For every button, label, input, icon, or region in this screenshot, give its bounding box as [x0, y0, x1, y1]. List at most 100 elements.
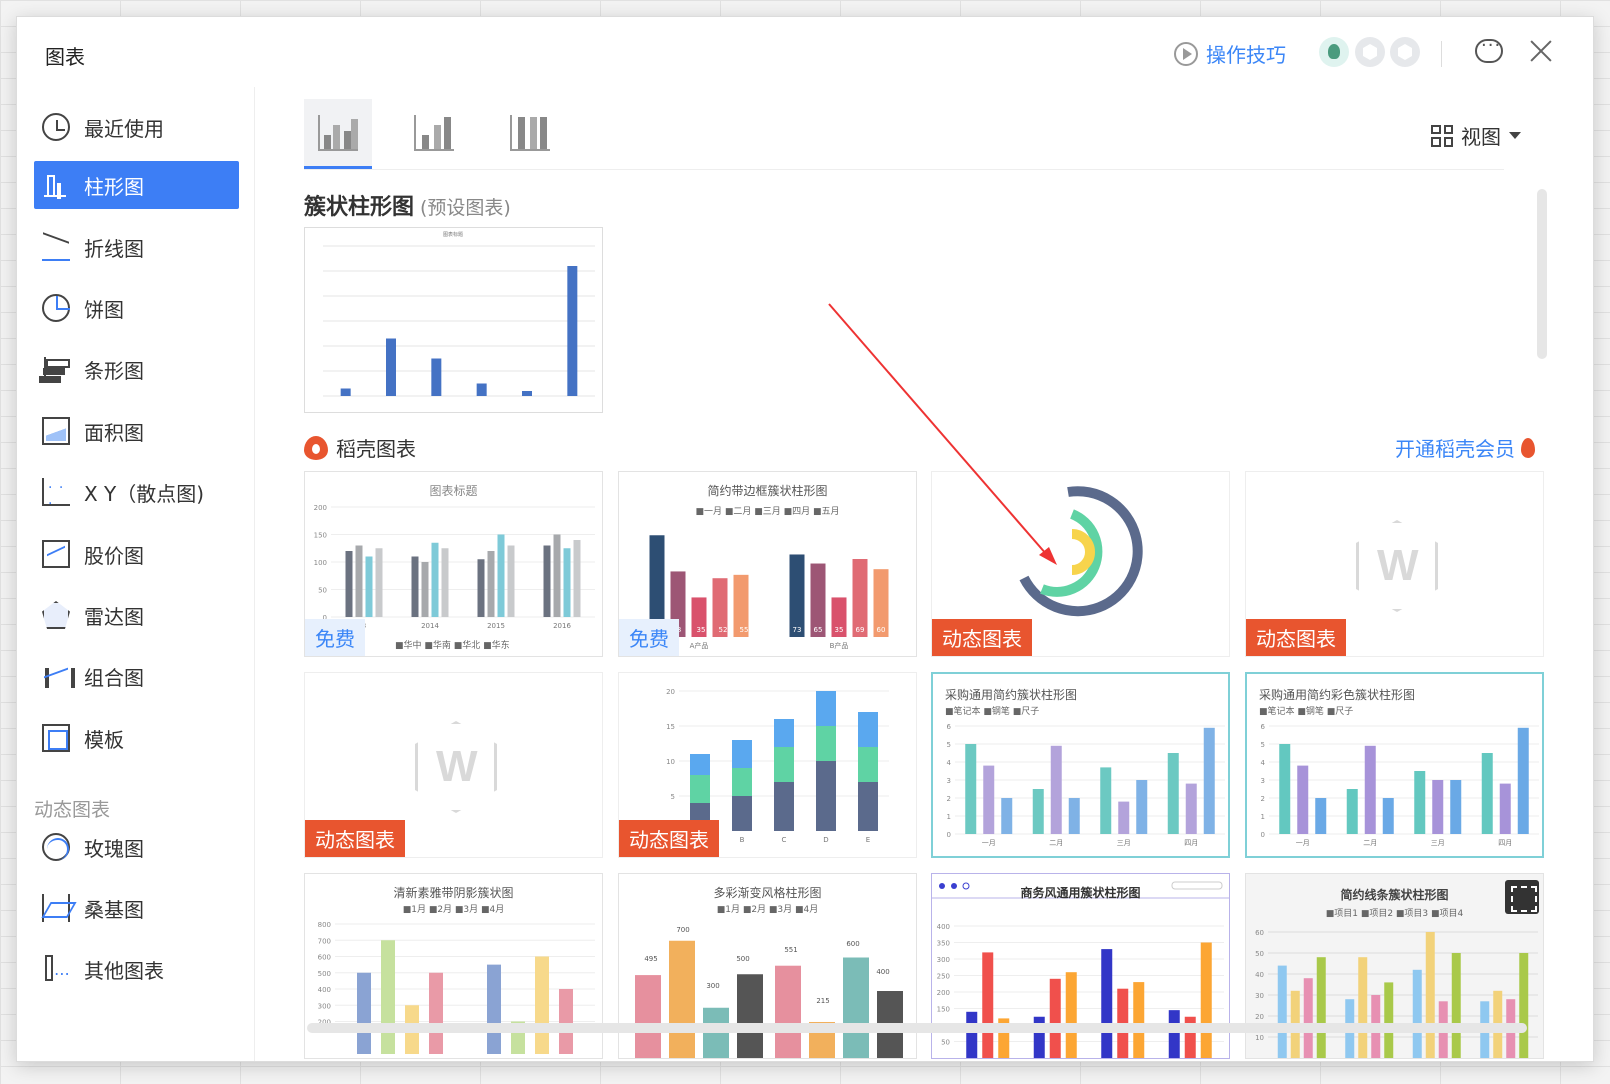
bar — [774, 782, 794, 831]
sidebar-item-rose[interactable]: 玫瑰图 — [34, 823, 239, 871]
y-tick-label: 20 — [666, 688, 675, 696]
preset-title: 簇状柱形图 — [304, 195, 414, 220]
daoke-title-label: 稻壳图表 — [336, 433, 416, 462]
column-chart-icon — [42, 171, 70, 199]
bar — [567, 266, 577, 396]
bar — [1066, 972, 1077, 1058]
sidebar-item-bar[interactable]: 条形图 — [34, 345, 239, 393]
template-card-2[interactable]: 简约带边框簇状柱形图 ■一月 ■二月 ■三月 ■四月 ■五月 A产品 B产品 8 35… — [618, 471, 917, 657]
other-chart-icon — [42, 955, 70, 983]
expand-icon[interactable] — [1505, 880, 1539, 914]
sidebar-item-template[interactable]: 模板 — [34, 714, 239, 762]
bar — [422, 562, 429, 617]
bar — [376, 548, 383, 617]
card-chart: 0123456一月 二月 三月 四月 — [933, 674, 1230, 858]
tab-clustered-column[interactable] — [304, 99, 372, 169]
bar — [1118, 802, 1129, 834]
bar — [737, 974, 763, 1058]
member-badge-icon[interactable] — [1355, 37, 1385, 67]
bar — [381, 940, 395, 1054]
horizontal-scrollbar[interactable] — [307, 1023, 1527, 1033]
x-tick-label: 四月 — [1184, 839, 1198, 847]
tips-button[interactable]: 操作技巧 — [1174, 39, 1286, 68]
bar — [775, 966, 801, 1058]
sidebar-item-label: 组合图 — [84, 662, 144, 691]
x-tick-label: 四月 — [1498, 839, 1512, 847]
bar — [346, 551, 353, 617]
y-tick-label: 15 — [666, 723, 675, 731]
template-card-8[interactable]: 采购通用简约彩色簇状柱形图 ■笔记本 ■钢笔 ■尺子 0 1 2 3 4 5 6 一月 二月 三月… — [1245, 672, 1544, 858]
close-icon[interactable] — [1527, 37, 1555, 65]
y-tick-label: 10 — [666, 758, 675, 766]
vertical-scrollbar[interactable] — [1537, 189, 1547, 359]
template-card-3[interactable]: 动态图表 — [931, 471, 1230, 657]
open-vip-link[interactable]: 开通稻壳会员 — [1395, 433, 1535, 462]
bar — [965, 744, 976, 834]
x-tick-label: C — [782, 836, 787, 844]
bar — [1069, 798, 1080, 834]
x-tick-label: A产品 — [690, 641, 709, 650]
stock-chart-icon — [42, 540, 70, 568]
x-tick-label: 二月 — [1049, 839, 1063, 847]
template-card-1[interactable]: 图表标题 0501001502003201420152016 ■华中 ■华南 ■… — [304, 471, 603, 657]
x-tick-label: 2015 — [487, 622, 505, 630]
sidebar-item-label: 折线图 — [84, 233, 144, 262]
chart-dialog: 图表 操作技巧 最近使用 柱形图 折线图 饼图 条形图 — [16, 16, 1594, 1062]
preset-chart-card[interactable]: 图表标题 — [304, 227, 603, 413]
bar — [816, 726, 836, 761]
y-tick-label: 300 — [318, 1002, 331, 1010]
view-dropdown[interactable]: 视图 — [1431, 121, 1521, 150]
sidebar-item-label: 雷达图 — [84, 601, 144, 630]
bar — [341, 389, 351, 397]
caret-down-icon — [1509, 132, 1521, 139]
bar — [1426, 932, 1435, 1058]
sidebar-item-line[interactable]: 折线图 — [34, 223, 239, 271]
x-tick-label: 2016 — [553, 622, 571, 630]
sidebar-item-other[interactable]: 其他图表 — [34, 945, 239, 993]
super-member-badge-icon[interactable] — [1390, 37, 1420, 67]
y-tick-label: 10 — [1255, 1034, 1264, 1042]
template-card-7[interactable]: 采购通用简约簇状柱形图 ■笔记本 ■钢笔 ■尺子 0 1 2 3 4 5 6 一月 二月 三月 四月 — [931, 672, 1230, 858]
tips-label: 操作技巧 — [1206, 39, 1286, 68]
tab-stacked-column[interactable] — [400, 99, 468, 169]
sidebar-item-combo[interactable]: 组合图 — [34, 652, 239, 700]
sidebar-item-recent[interactable]: 最近使用 — [34, 103, 239, 151]
sidebar-item-column[interactable]: 柱形图 — [34, 161, 239, 209]
template-card-4[interactable]: 动态图表 — [1245, 471, 1544, 657]
bar — [1101, 949, 1112, 1058]
tab-percent-stacked-column[interactable] — [496, 99, 564, 169]
y-tick-label: 400 — [318, 986, 331, 994]
sidebar-item-pie[interactable]: 饼图 — [34, 284, 239, 332]
y-tick-label: 0 — [1261, 831, 1265, 839]
sidebar-item-scatter[interactable]: X Y（散点图) — [34, 468, 239, 516]
bar — [431, 359, 441, 397]
y-tick-label: 6 — [947, 723, 952, 731]
rose-chart-icon — [42, 833, 70, 861]
sidebar-item-label: 最近使用 — [84, 113, 164, 142]
grid-view-icon — [1431, 125, 1453, 147]
x-tick-label: 一月 — [1296, 839, 1310, 847]
template-card-5[interactable]: 动态图表 — [304, 672, 603, 858]
bar — [982, 952, 993, 1058]
bar — [554, 535, 561, 618]
bar — [1482, 753, 1493, 834]
y-tick-label: 250 — [937, 973, 950, 981]
chat-icon[interactable] — [1475, 39, 1503, 63]
template-card-6[interactable]: 5101520ABCDE 动态图表 — [618, 672, 917, 858]
bar — [1278, 966, 1287, 1058]
user-avatar-icon[interactable] — [1319, 37, 1349, 67]
bar — [1450, 780, 1461, 834]
sidebar-item-label: 柱形图 — [84, 171, 144, 200]
y-tick-label: 4 — [947, 759, 952, 767]
sidebar-item-sankey[interactable]: 桑基图 — [34, 884, 239, 932]
x-tick-label: 一月 — [982, 839, 996, 847]
sidebar-item-stock[interactable]: 股价图 — [34, 530, 239, 578]
bar — [432, 543, 439, 617]
sidebar-item-label: X Y（散点图) — [84, 478, 204, 507]
sidebar-item-area[interactable]: 面积图 — [34, 407, 239, 455]
free-tag: 免费 — [305, 619, 365, 656]
sidebar-item-radar[interactable]: 雷达图 — [34, 591, 239, 639]
template-icon — [42, 724, 70, 752]
x-tick-label: 2014 — [421, 622, 439, 630]
y-tick-label: 5 — [671, 793, 675, 801]
